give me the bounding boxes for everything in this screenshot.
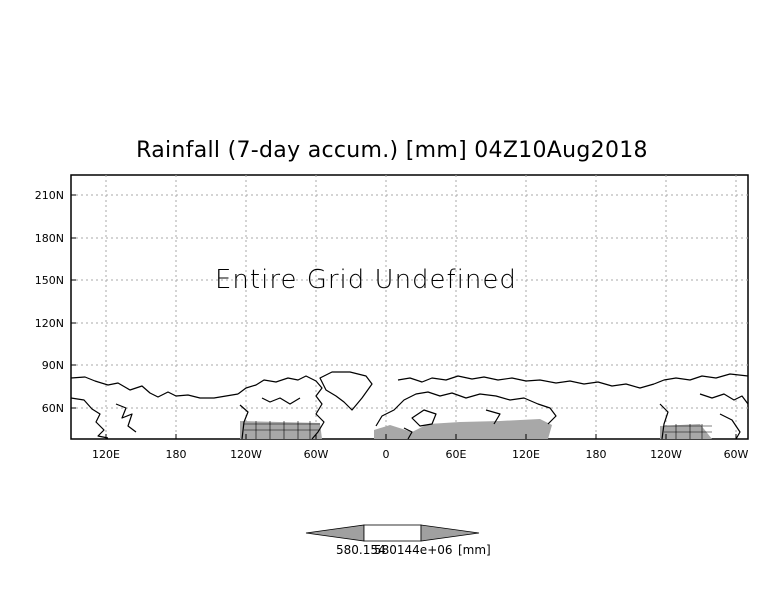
coastline-arctic-asia xyxy=(70,376,239,399)
x-tick-label: 60W xyxy=(724,448,749,461)
x-tick-label: 120W xyxy=(650,448,682,461)
x-tick-label: 120E xyxy=(512,448,540,461)
coastline-hudson-bay xyxy=(261,397,301,405)
y-tick-label: 90N xyxy=(42,359,64,372)
y-tick-label: 210N xyxy=(35,189,64,202)
colorbar-label-max: 580144e+06 xyxy=(374,543,453,557)
undefined-grid-note: Entire Grid Undefined xyxy=(215,265,517,295)
coastline-east-coast-repeat xyxy=(719,413,741,440)
shaded-region-north-america-repeat xyxy=(660,424,712,439)
x-tick-label: 0 xyxy=(383,448,390,461)
coastline-west-coast-repeat xyxy=(659,403,669,440)
x-tick-label: 60W xyxy=(304,448,329,461)
coastline-arctic-eurasia xyxy=(397,375,655,389)
x-axis-ticks: 120E 180 120W 60W 0 60E 120E 180 120W 60… xyxy=(92,448,749,461)
shaded-region-eurasia xyxy=(374,419,552,439)
coastline-scandinavia xyxy=(411,409,437,427)
map-frame xyxy=(70,174,749,440)
x-tick-label: 60E xyxy=(446,448,467,461)
us-state-grid xyxy=(244,421,320,439)
coastline-north-america-repeat xyxy=(653,373,749,385)
coastlines xyxy=(70,371,749,440)
x-tick-label: 180 xyxy=(166,448,187,461)
colorbar-unit: [mm] xyxy=(458,543,491,557)
coastline-north-america xyxy=(237,375,325,440)
x-tick-marks xyxy=(105,434,737,439)
coastline-caspian xyxy=(485,409,501,425)
y-tick-label: 150N xyxy=(35,274,64,287)
y-tick-marks xyxy=(71,194,76,409)
coastline-iberia xyxy=(403,427,413,440)
colorbar-arrow-right xyxy=(420,524,480,542)
x-tick-label: 120E xyxy=(92,448,120,461)
state-borders xyxy=(244,421,712,439)
x-tick-label: 120W xyxy=(230,448,262,461)
coastline-kamchatka xyxy=(115,403,137,433)
coastline-east-asia xyxy=(70,397,109,439)
coastline-greenland xyxy=(319,371,373,411)
y-tick-label: 120N xyxy=(35,317,64,330)
us-state-grid-repeat xyxy=(664,424,712,439)
colorbar-label-min: 580.154 xyxy=(336,543,386,557)
y-tick-label: 60N xyxy=(42,402,64,415)
colorbar: 580.154 580144e+06 [mm] xyxy=(305,524,491,557)
x-tick-label: 180 xyxy=(586,448,607,461)
colorbar-arrow-left xyxy=(305,524,365,542)
plot-title: Rainfall (7-day accum.) [mm] 04Z10Aug201… xyxy=(136,138,648,163)
coastline-west-coast xyxy=(239,404,249,440)
y-axis-ticks: 210N 180N 150N 120N 90N 60N xyxy=(35,189,64,415)
coastline-hudson-bay-repeat xyxy=(699,393,749,405)
colorbar-box xyxy=(363,524,422,542)
y-tick-label: 180N xyxy=(35,232,64,245)
coastline-eurasia xyxy=(375,391,557,427)
